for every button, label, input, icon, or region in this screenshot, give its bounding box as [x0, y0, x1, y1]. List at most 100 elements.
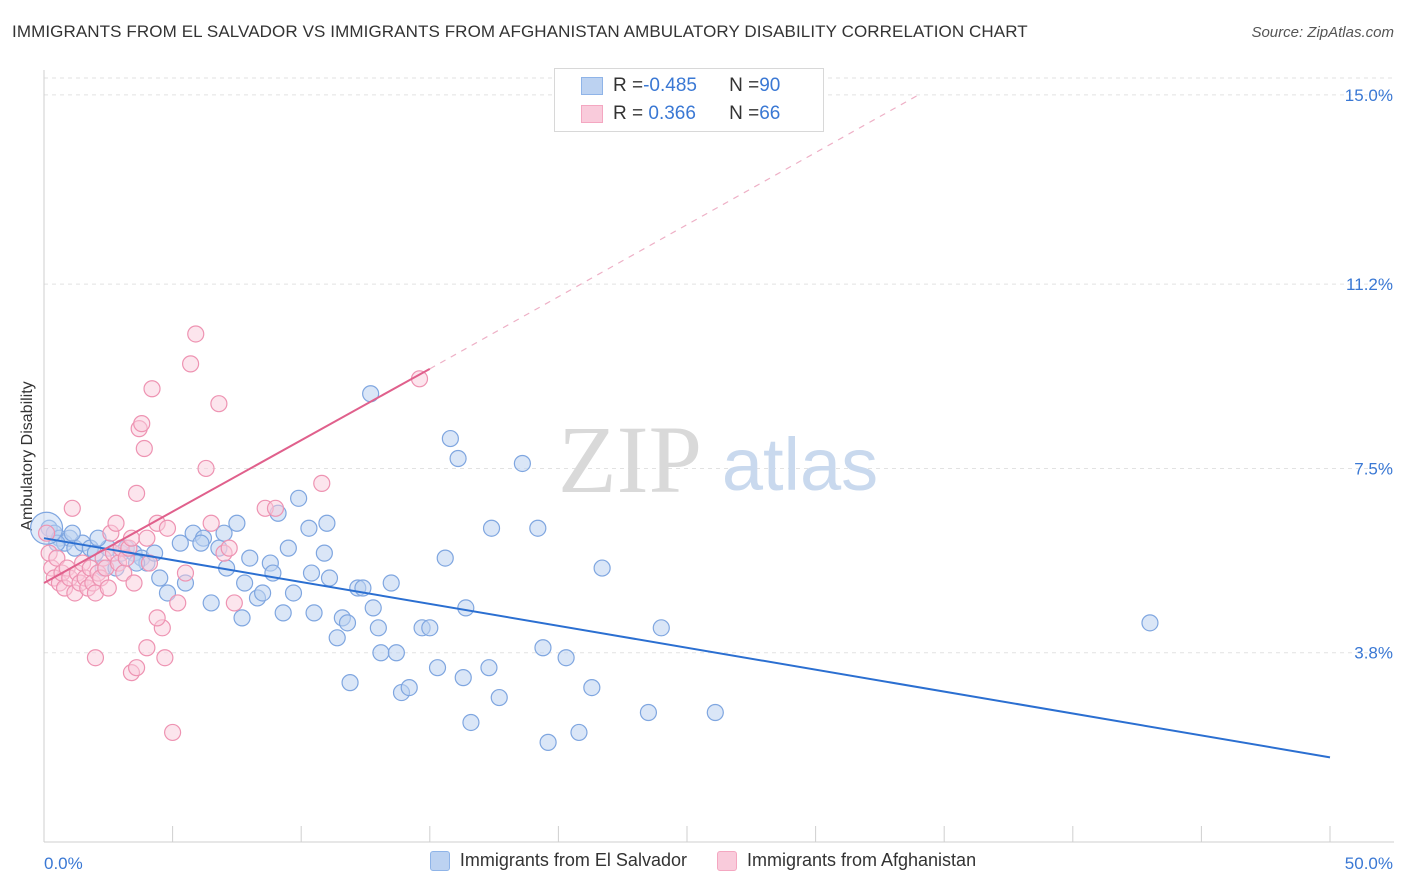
watermark-atlas: atlas [722, 423, 878, 506]
data-point-afghanistan [99, 579, 117, 597]
data-point-el-salvador [305, 604, 323, 622]
data-point-afghanistan [127, 484, 146, 502]
data-point-afghanistan [138, 639, 156, 657]
data-point-afghanistan [140, 554, 159, 572]
data-point-afghanistan [86, 649, 105, 667]
series-legend: Immigrants from El Salvador Immigrants f… [0, 850, 1406, 871]
data-point-el-salvador [341, 674, 359, 692]
legend-item-afghanistan: Immigrants from Afghanistan [716, 850, 977, 871]
watermark-zip: ZIP [558, 406, 702, 513]
source-label: Source: ZipAtlas.com [1251, 24, 1394, 41]
data-point-el-salvador [274, 604, 292, 622]
data-point-afghanistan [148, 609, 166, 627]
data-point-el-salvador [387, 644, 405, 662]
data-point-afghanistan [156, 649, 174, 667]
legend-label: Immigrants from Afghanistan [746, 850, 977, 870]
data-point-el-salvador [364, 599, 382, 617]
data-point-el-salvador [652, 619, 670, 637]
legend-row-el-salvador: R = -0.485 N = 90 [581, 73, 780, 99]
legend-r-label: R = [613, 75, 644, 96]
data-point-afghanistan [135, 439, 153, 458]
data-point-afghanistan [266, 499, 285, 517]
legend-swatch-blue [429, 850, 450, 871]
y-tick-label: 11.2% [1346, 275, 1393, 294]
data-point-el-salvador [279, 539, 297, 557]
data-point-el-salvador [539, 733, 557, 751]
y-tick-label: 3.8% [1354, 644, 1393, 663]
legend-swatch-pink [581, 105, 603, 123]
data-point-el-salvador [706, 703, 724, 722]
chart-title: IMMIGRANTS FROM EL SALVADOR VS IMMIGRANT… [12, 22, 1028, 41]
data-point-afghanistan [187, 325, 205, 343]
data-point-el-salvador [369, 619, 387, 637]
data-point-afghanistan [182, 355, 200, 373]
data-point-afghanistan [220, 539, 238, 557]
data-point-el-salvador [490, 688, 508, 707]
data-point-el-salvador [400, 678, 418, 697]
data-point-afghanistan [164, 723, 182, 742]
data-point-el-salvador [583, 678, 601, 697]
legend-r-value: -0.485 [643, 75, 697, 96]
data-point-afghanistan [107, 514, 125, 532]
legend-swatch-pink [716, 850, 737, 871]
data-point-el-salvador [236, 574, 254, 592]
data-point-afghanistan [48, 549, 66, 567]
data-point-el-salvador [338, 614, 357, 632]
x-tick-label: 0.0% [44, 854, 83, 873]
trend-line-afghanistan [43, 367, 431, 584]
data-point-afghanistan [125, 574, 143, 592]
data-point-el-salvador [290, 489, 308, 507]
data-point-el-salvador [151, 569, 169, 587]
data-point-el-salvador [449, 449, 467, 468]
data-point-el-salvador [639, 703, 658, 722]
data-point-afghanistan [197, 459, 215, 478]
legend-r-value: 0.366 [643, 103, 696, 124]
data-point-afghanistan [313, 474, 331, 492]
data-point-el-salvador [158, 584, 177, 602]
data-point-el-salvador [302, 564, 321, 582]
data-point-el-salvador [529, 519, 547, 537]
data-point-afghanistan [169, 594, 187, 612]
data-point-el-salvador [593, 559, 611, 577]
legend-n-label: N = [729, 103, 760, 124]
trend-lines [43, 94, 1331, 759]
axes [43, 70, 1394, 843]
legend-n-value: 90 [759, 75, 781, 96]
data-point-el-salvador [480, 659, 498, 677]
data-point-afghanistan [202, 514, 220, 532]
data-point-afghanistan [225, 594, 243, 612]
data-point-el-salvador [241, 549, 259, 567]
data-point-el-salvador [534, 639, 552, 657]
watermark: ZIP atlas [558, 406, 878, 513]
legend-n-value: 66 [759, 103, 781, 124]
data-point-el-salvador [428, 659, 447, 677]
correlation-legend: R = -0.485 N = 90 R = 0.366 N = 66 [554, 68, 824, 132]
data-point-el-salvador [457, 599, 475, 617]
data-point-el-salvador [462, 713, 480, 732]
data-point-afghanistan [133, 415, 151, 433]
y-tick-label: 7.5% [1354, 459, 1393, 478]
data-point-el-salvador [228, 514, 246, 532]
data-point-el-salvador [315, 544, 333, 562]
legend-swatch-blue [581, 77, 603, 95]
data-point-el-salvador [1141, 614, 1159, 632]
data-point-el-salvador [233, 609, 251, 627]
data-point-el-salvador [372, 644, 390, 662]
data-point-afghanistan [176, 564, 195, 582]
data-point-el-salvador [318, 514, 336, 532]
trend-line-el-salvador [43, 537, 1331, 759]
data-point-el-salvador [421, 619, 439, 637]
data-point-el-salvador [382, 574, 400, 592]
grid [44, 77, 1394, 654]
data-point-el-salvador [441, 429, 459, 448]
data-point-afghanistan [127, 659, 146, 677]
legend-row-afghanistan: R = 0.366 N = 66 [581, 101, 780, 127]
y-tick-label: 15.0% [1345, 86, 1393, 105]
data-point-el-salvador [557, 649, 575, 667]
x-tick-label: 50.0% [1345, 854, 1393, 873]
data-point-el-salvador [284, 584, 303, 602]
data-point-el-salvador [328, 629, 346, 647]
data-point-el-salvador [192, 534, 210, 552]
data-point-afghanistan [63, 499, 81, 517]
